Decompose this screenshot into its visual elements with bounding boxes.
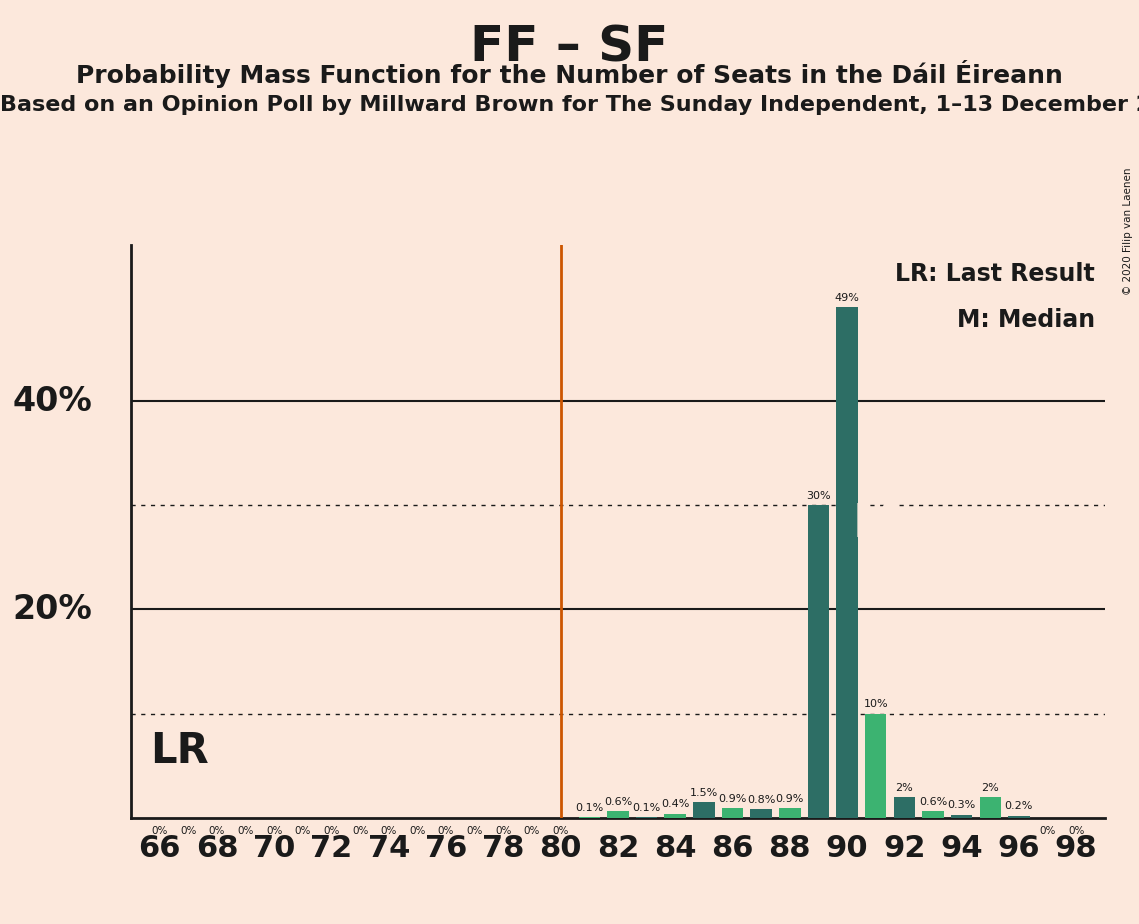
Text: 0.2%: 0.2% bbox=[1005, 801, 1033, 811]
Text: 0%: 0% bbox=[437, 826, 454, 836]
Text: 40%: 40% bbox=[13, 384, 92, 418]
Text: Based on an Opinion Poll by Millward Brown for The Sunday Independent, 1–13 Dece: Based on an Opinion Poll by Millward Bro… bbox=[0, 95, 1139, 116]
Bar bbox=[951, 815, 973, 818]
Text: 0%: 0% bbox=[208, 826, 226, 836]
Text: 0.4%: 0.4% bbox=[661, 799, 689, 809]
Text: 0%: 0% bbox=[352, 826, 368, 836]
Text: 0.6%: 0.6% bbox=[919, 797, 948, 808]
Text: Probability Mass Function for the Number of Seats in the Dáil Éireann: Probability Mass Function for the Number… bbox=[76, 60, 1063, 88]
Bar bbox=[1008, 816, 1030, 818]
Text: M: M bbox=[852, 502, 899, 547]
Text: 0.9%: 0.9% bbox=[776, 795, 804, 804]
Text: LR: LR bbox=[150, 730, 210, 772]
Text: 30%: 30% bbox=[806, 491, 830, 501]
Bar bbox=[980, 796, 1001, 818]
Text: 20%: 20% bbox=[13, 593, 92, 626]
Text: 0.8%: 0.8% bbox=[747, 796, 776, 805]
Text: 0%: 0% bbox=[151, 826, 167, 836]
Bar bbox=[808, 505, 829, 818]
Text: 2%: 2% bbox=[982, 783, 999, 793]
Text: LR: Last Result: LR: Last Result bbox=[895, 262, 1095, 286]
Bar bbox=[751, 809, 772, 818]
Bar bbox=[722, 808, 744, 818]
Bar bbox=[694, 802, 714, 818]
Bar bbox=[779, 808, 801, 818]
Text: 0%: 0% bbox=[180, 826, 196, 836]
Bar bbox=[636, 817, 657, 818]
Text: 0.1%: 0.1% bbox=[632, 803, 661, 812]
Bar bbox=[923, 811, 944, 818]
Text: 10%: 10% bbox=[863, 699, 888, 710]
Bar bbox=[579, 817, 600, 818]
Text: 0%: 0% bbox=[495, 826, 511, 836]
Text: © 2020 Filip van Laenen: © 2020 Filip van Laenen bbox=[1123, 167, 1133, 295]
Text: 0%: 0% bbox=[267, 826, 282, 836]
Bar bbox=[836, 308, 858, 818]
Text: 0.9%: 0.9% bbox=[719, 795, 747, 804]
Text: 1.5%: 1.5% bbox=[690, 788, 718, 798]
Text: FF – SF: FF – SF bbox=[470, 23, 669, 71]
Text: 0.3%: 0.3% bbox=[948, 800, 976, 810]
Text: 0%: 0% bbox=[237, 826, 254, 836]
Text: 0.6%: 0.6% bbox=[604, 797, 632, 808]
Text: 0%: 0% bbox=[1040, 826, 1056, 836]
Text: 0.1%: 0.1% bbox=[575, 803, 604, 812]
Text: 0%: 0% bbox=[409, 826, 426, 836]
Text: 49%: 49% bbox=[835, 293, 860, 303]
Text: 0%: 0% bbox=[1068, 826, 1084, 836]
Text: 0%: 0% bbox=[380, 826, 398, 836]
Text: M: Median: M: Median bbox=[957, 308, 1095, 332]
Bar bbox=[894, 796, 915, 818]
Text: 0%: 0% bbox=[552, 826, 568, 836]
Text: 0%: 0% bbox=[524, 826, 540, 836]
Text: 0%: 0% bbox=[295, 826, 311, 836]
Bar bbox=[664, 813, 686, 818]
Text: 2%: 2% bbox=[895, 783, 913, 793]
Text: 0%: 0% bbox=[467, 826, 483, 836]
Text: 0%: 0% bbox=[323, 826, 339, 836]
Bar bbox=[865, 713, 886, 818]
Bar bbox=[607, 811, 629, 818]
